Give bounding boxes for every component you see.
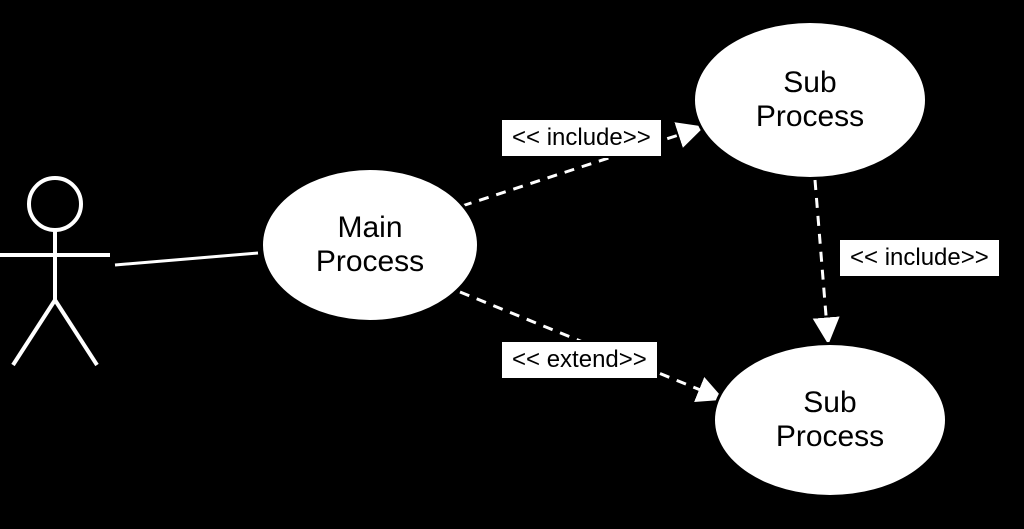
usecase-main-process: Main Process [260, 167, 480, 323]
relationship-label-include-1: << include>> [500, 118, 663, 158]
usecase-sub-process-2-label: Sub Process [776, 386, 884, 455]
usecase-sub-process-1: Sub Process [692, 20, 928, 180]
relationship-label-include-2: << include>> [838, 238, 1001, 278]
usecase-main-process-label: Main Process [316, 211, 424, 280]
usecase-sub-process-2: Sub Process [712, 342, 948, 498]
usecase-sub-process-1-label: Sub Process [756, 66, 864, 135]
relationship-label-extend: << extend>> [500, 340, 659, 380]
diagram-canvas: Main Process Sub Process Sub Process << … [0, 0, 1024, 529]
